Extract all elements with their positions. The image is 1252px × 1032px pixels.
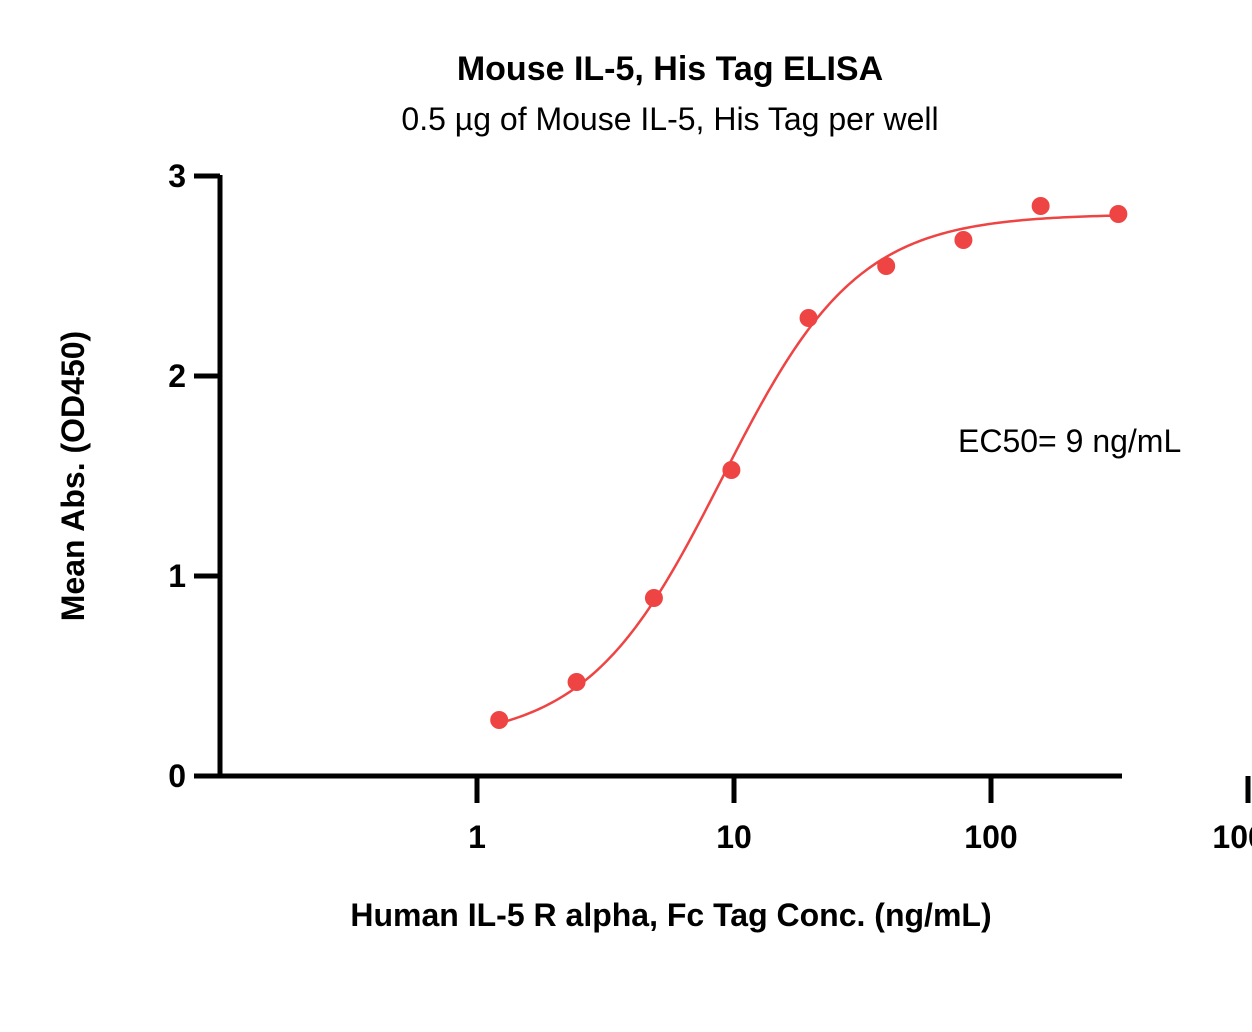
data-point: [1031, 197, 1050, 215]
chart-subtitle: 0.5 µg of Mouse IL-5, His Tag per well: [401, 101, 938, 137]
x-tick-label: 10: [716, 819, 752, 855]
x-axis-label: Human IL-5 R alpha, Fc Tag Conc. (ng/mL): [350, 897, 991, 933]
data-point: [644, 589, 663, 607]
data-point: [799, 309, 818, 327]
x-tick-label: 1: [468, 819, 486, 855]
y-tick-label: 1: [168, 558, 186, 594]
data-point: [490, 711, 509, 729]
y-axis-label: Mean Abs. (OD450): [55, 331, 91, 621]
x-tick-label: 1000: [1212, 819, 1252, 855]
y-tick-label: 0: [168, 758, 186, 794]
axes: [217, 175, 1122, 779]
data-point: [954, 231, 973, 249]
fit-curve: [498, 214, 1119, 725]
chart-title: Mouse IL-5, His Tag ELISA: [457, 50, 883, 88]
data-point: [877, 257, 896, 275]
y-tick-label: 2: [168, 358, 186, 394]
x-ticks: 1 10 100 1000: [468, 776, 1252, 855]
y-ticks: 0 1 2 3: [168, 158, 220, 794]
data-point: [567, 673, 586, 691]
fit-curve-group: [498, 214, 1119, 725]
data-point: [1109, 205, 1128, 223]
y-tick-label: 3: [168, 158, 186, 194]
data-points: [490, 197, 1128, 729]
data-point: [722, 461, 741, 479]
x-tick-label: 100: [964, 819, 1017, 855]
ec50-annotation: EC50= 9 ng/mL: [958, 423, 1181, 459]
